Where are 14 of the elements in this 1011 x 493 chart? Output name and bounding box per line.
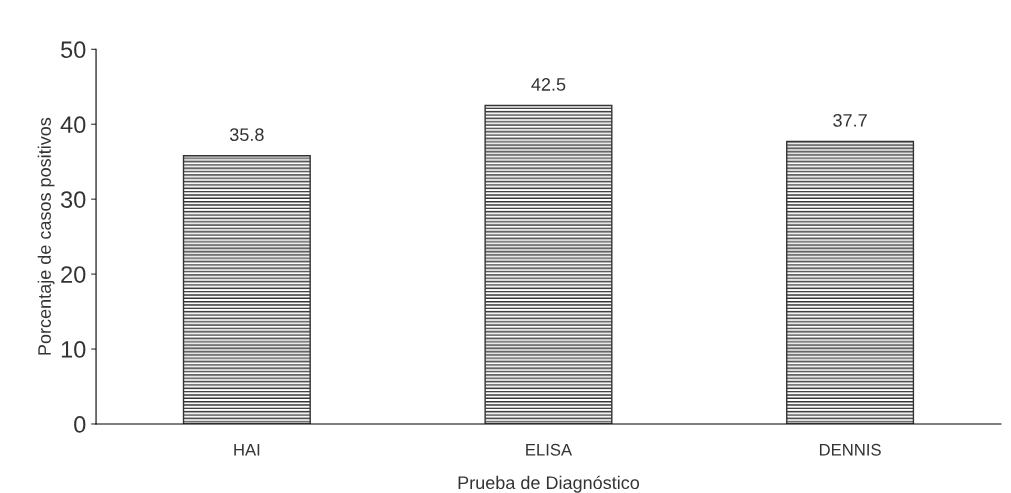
y-axis-title: Porcentaje de casos positivos [37,117,55,355]
y-tick-label: 10 [61,341,86,358]
x-tick-label: ELISA [526,443,573,456]
x-tick-label: DENNIS [819,443,881,456]
y-tick-label: 40 [60,116,86,134]
x-axis-title: Prueba de Diagnóstico [458,475,640,493]
y-tick-label: 30 [60,191,86,208]
data-label: 42.5 [531,78,566,91]
y-tick-label: 50 [61,41,86,59]
y-tick-label: 0 [74,416,86,433]
data-label: 35.8 [229,128,264,142]
x-tick-label: HAI [234,444,260,456]
data-label: 37.7 [833,114,867,127]
y-tick-label: 20 [61,266,86,283]
